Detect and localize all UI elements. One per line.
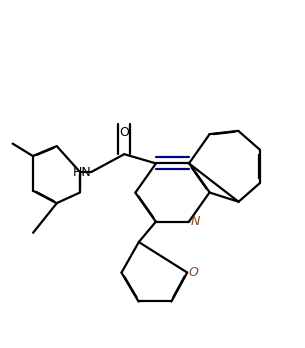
Text: HN: HN (73, 166, 91, 179)
Text: O: O (119, 126, 129, 139)
Text: N: N (190, 215, 200, 228)
Text: O: O (188, 266, 198, 279)
